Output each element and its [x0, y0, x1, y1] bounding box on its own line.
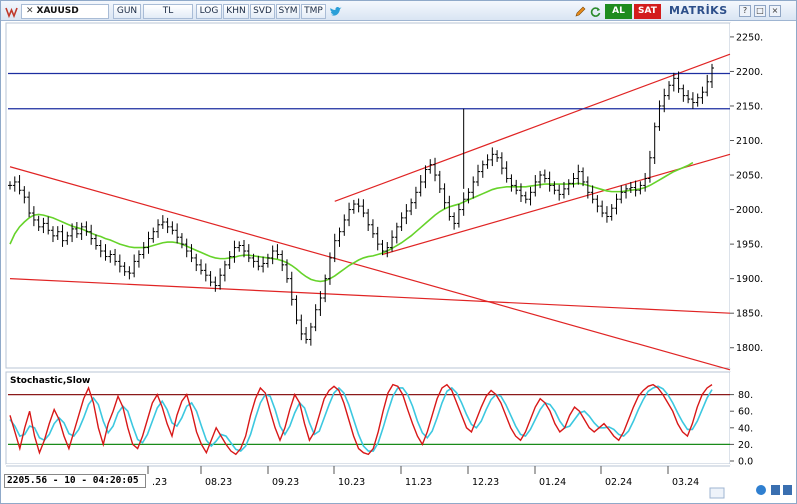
sym-button[interactable]: SYM: [276, 4, 300, 19]
time-tick-label: 12.23: [472, 477, 499, 488]
log-scale-button[interactable]: LOG: [196, 4, 222, 19]
time-tick-label: 01.24: [539, 477, 566, 488]
period-day-button[interactable]: GUN: [113, 4, 141, 19]
symbol-label: XAUUSD: [36, 6, 79, 16]
moving-average-line: [9, 161, 694, 283]
zoom-icon[interactable]: [756, 485, 766, 495]
close-button[interactable]: ×: [769, 5, 781, 17]
stochastic-panel[interactable]: [5, 371, 731, 465]
trendline: [334, 53, 731, 202]
stoch-axis: [730, 372, 793, 464]
price-tick-label: 2200.: [736, 67, 763, 78]
time-tick-label: 11.23: [405, 477, 432, 488]
tmp-button[interactable]: TMP: [301, 4, 326, 19]
cursor-readout: 2205.56 - 10 - 04:20:05: [4, 474, 146, 488]
price-tick-label: 2000.: [736, 205, 763, 216]
price-tick-label: 1850.: [736, 309, 763, 320]
stoch-tick-label: 60.: [738, 407, 753, 418]
price-tick-label: 2100.: [736, 136, 763, 147]
trendline: [9, 278, 731, 314]
sell-button[interactable]: SAT: [634, 4, 661, 19]
trendline: [9, 166, 731, 371]
stoch-tick-label: 80.: [738, 390, 753, 401]
trendline: [382, 153, 731, 256]
price-axis: [730, 23, 793, 368]
price-tick-label: 2050.: [736, 171, 763, 182]
currency-tl-button[interactable]: TL: [143, 4, 193, 19]
price-tick-label: 1950.: [736, 240, 763, 251]
time-tick-label: 08.23: [205, 477, 232, 488]
stoch-tick-label: 0.0: [738, 457, 753, 468]
price-panel[interactable]: [5, 22, 731, 369]
price-tick-label: 1900.: [736, 274, 763, 285]
edit-pencil-icon[interactable]: [574, 4, 587, 18]
symbol-selector[interactable]: ✕ XAUUSD: [21, 4, 109, 19]
scroll-left-icon[interactable]: [771, 485, 780, 495]
time-tick-label: 10.23: [338, 477, 365, 488]
time-tick-label: 03.24: [672, 477, 699, 488]
stoch-d-line: [9, 385, 713, 452]
price-tick-label: 2150.: [736, 101, 763, 112]
close-symbol-icon[interactable]: ✕: [26, 6, 34, 16]
price-tick-label: 2250.: [736, 32, 763, 43]
brand-logo: MATRİKS: [669, 4, 728, 17]
svd-button[interactable]: SVD: [250, 4, 275, 19]
scroll-controls[interactable]: [709, 485, 792, 499]
chart-menu-icon[interactable]: [5, 4, 18, 19]
maximize-button[interactable]: □: [754, 5, 766, 17]
help-button[interactable]: ?: [739, 5, 751, 17]
time-tick-label: 02.24: [605, 477, 632, 488]
twitter-icon[interactable]: [329, 4, 342, 18]
indicator-label: Stochastic,Slow: [10, 376, 91, 386]
buy-button[interactable]: AL: [605, 4, 632, 19]
khn-button[interactable]: KHN: [223, 4, 249, 19]
time-tick-label: 09.23: [272, 477, 299, 488]
scroll-thumb[interactable]: [709, 487, 725, 499]
scroll-right-icon[interactable]: [783, 485, 792, 495]
time-tick-label: .23: [152, 477, 167, 488]
stoch-tick-label: 40.: [738, 423, 753, 434]
stoch-k-line: [9, 383, 713, 456]
chart-toolbar: ✕ XAUUSD GUN TL LOG KHN SVD SYM TMP AL SA…: [1, 1, 796, 21]
refresh-icon[interactable]: [589, 4, 602, 18]
price-tick-label: 1800.: [736, 343, 763, 354]
stoch-tick-label: 20.: [738, 440, 753, 451]
